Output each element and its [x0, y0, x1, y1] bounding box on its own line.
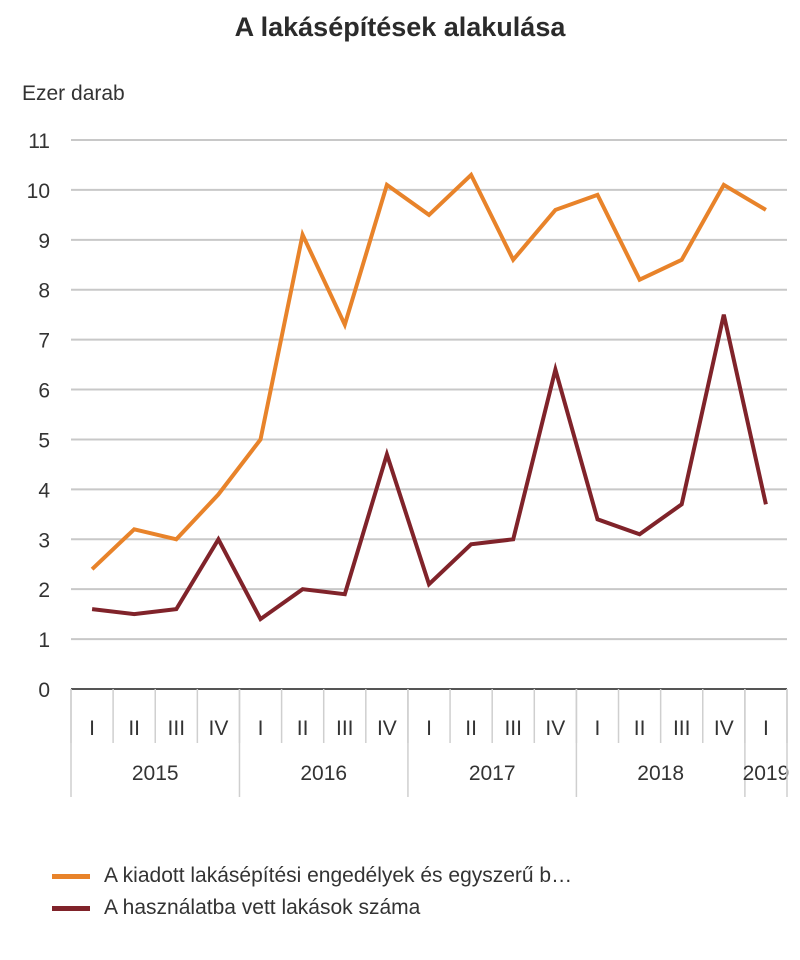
y-tick-label: 2 [38, 579, 50, 602]
y-tick-label: 4 [38, 479, 50, 502]
gridlines [71, 139, 787, 641]
y-tick-label: 0 [38, 679, 50, 702]
y-tick-label: 3 [38, 529, 50, 552]
year-label: 2018 [637, 762, 684, 785]
x-tick-label: I [258, 717, 264, 740]
y-tick-label: 8 [38, 280, 50, 303]
x-tick-label: IV [208, 717, 228, 740]
y-tick-labels: 0 1 2 3 4 5 6 7 8 9 10 11 [27, 130, 51, 702]
x-tick-label: II [465, 717, 477, 740]
x-tick-label: II [634, 717, 646, 740]
x-tick-label: III [673, 717, 691, 740]
x-tick-label: I [89, 717, 95, 740]
legend-label: A kiadott lakásépítési engedélyek és egy… [104, 864, 573, 887]
y-axis-label: Ezer darab [22, 82, 125, 105]
x-tick-label: IV [377, 717, 397, 740]
x-tick-label: I [426, 717, 432, 740]
y-tick-label: 9 [38, 230, 50, 253]
legend-swatch [52, 905, 90, 911]
x-tick-label: I [763, 717, 769, 740]
x-tick-label: III [336, 717, 354, 740]
x-tick-label: II [128, 717, 140, 740]
x-tick-label: IV [545, 717, 565, 740]
series-lines [90, 171, 768, 623]
legend-item: A használatba vett lakások száma [52, 892, 572, 924]
chart-title: A lakásépítések alakulása [234, 12, 566, 42]
legend-item: A kiadott lakásépítési engedélyek és egy… [52, 860, 572, 892]
legend: A kiadott lakásépítési engedélyek és egy… [52, 860, 572, 924]
y-tick-label: 10 [27, 180, 50, 203]
y-tick-label: 7 [38, 330, 50, 353]
legend-label: A használatba vett lakások száma [104, 896, 421, 919]
x-tick-label: IV [714, 717, 734, 740]
series-line [90, 171, 767, 571]
x-tick-label: I [595, 717, 601, 740]
y-tick-label: 5 [38, 429, 50, 452]
y-tick-label: 6 [38, 380, 50, 403]
year-label: 2017 [469, 762, 516, 785]
x-tick-label: III [504, 717, 522, 740]
x-tick-label: III [168, 717, 186, 740]
year-label: 2016 [300, 762, 347, 785]
x-tick-label: II [297, 717, 309, 740]
legend-swatch [52, 873, 90, 879]
y-tick-label: 11 [28, 130, 50, 153]
year-label: 2019 [743, 762, 790, 785]
y-tick-label: 1 [38, 629, 50, 652]
year-label: 2015 [132, 762, 179, 785]
series-line [91, 314, 768, 623]
